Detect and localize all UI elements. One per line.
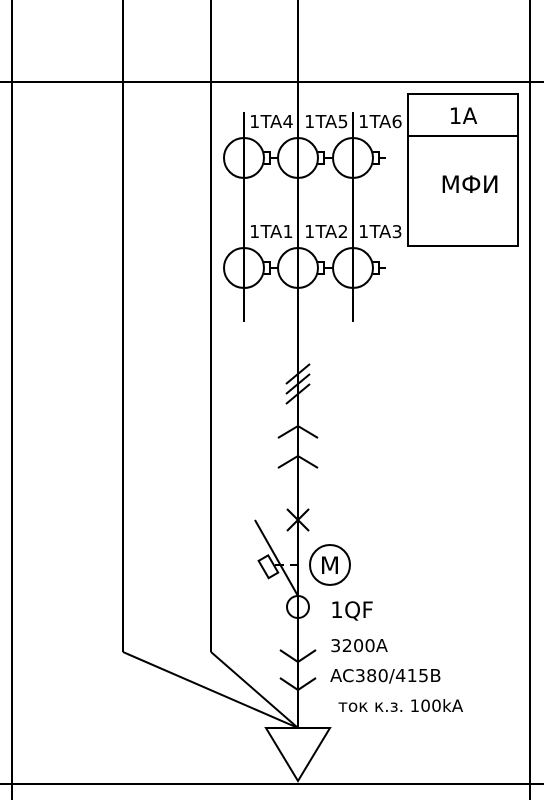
- bus-triangle: [264, 727, 332, 783]
- ct-row-top: 1TA4 1TA5 1TA6: [223, 112, 403, 179]
- ct-label-1ta3: 1TA3: [358, 222, 403, 243]
- ct-label-1ta5: 1TA5: [304, 112, 349, 133]
- breaker-short-circuit: ток к.з. 100kA: [338, 697, 464, 717]
- current-transformer-1ta2: [277, 247, 333, 289]
- ct-label-1ta2: 1TA2: [304, 222, 349, 243]
- current-transformer-1ta4: [223, 137, 278, 179]
- disconnect-contacts-lower: [279, 649, 317, 692]
- motor-operator: M: [309, 544, 351, 586]
- current-transformer-1ta6: [332, 137, 386, 179]
- breaker-rated-current: 3200A: [330, 636, 389, 657]
- device-box: 1A МФИ: [407, 93, 519, 247]
- current-transformer-1ta1: [223, 247, 278, 289]
- motor-symbol: M: [320, 552, 341, 580]
- current-transformer-1ta5: [277, 137, 333, 179]
- ct-row-bottom: 1TA1 1TA2 1TA3: [223, 222, 403, 289]
- three-phase-marks: [285, 363, 311, 405]
- circuit-breaker-1qf: [254, 519, 310, 619]
- device-box-id: 1A: [448, 105, 477, 130]
- current-transformer-1ta3: [332, 247, 386, 289]
- conductors: [122, 0, 354, 729]
- ct-label-1ta4: 1TA4: [249, 112, 294, 133]
- disconnect-contacts-upper: [277, 424, 319, 469]
- ct-label-1ta1: 1TA1: [249, 222, 294, 243]
- device-box-name: МФИ: [440, 171, 499, 199]
- breaker-contact-mark: [286, 508, 310, 532]
- breaker-id: 1QF: [330, 599, 374, 624]
- breaker-voltage: AC380/415B: [330, 666, 442, 687]
- ct-label-1ta6: 1TA6: [358, 112, 403, 133]
